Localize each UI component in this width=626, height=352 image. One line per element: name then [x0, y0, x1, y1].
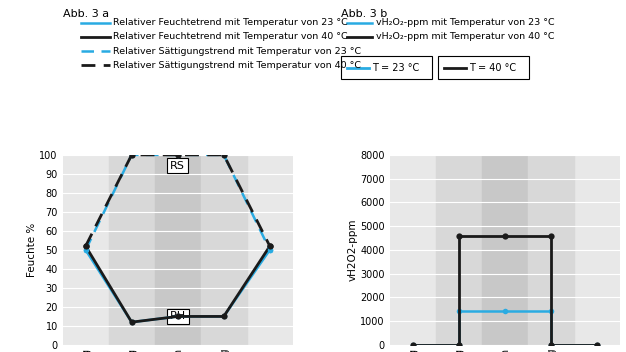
Bar	[528, 155, 573, 345]
Bar	[109, 155, 155, 345]
Text: Relativer Feuchtetrend mit Temperatur von 40 °C: Relativer Feuchtetrend mit Temperatur vo…	[113, 32, 347, 42]
Text: Abb. 3 a: Abb. 3 a	[63, 9, 109, 19]
Bar	[155, 155, 201, 345]
Text: Abb. 3 b: Abb. 3 b	[341, 9, 387, 19]
Y-axis label: vH2O2-ppm: vH2O2-ppm	[347, 219, 357, 281]
Text: Relativer Sättigungstrend mit Temperatur von 40 °C: Relativer Sättigungstrend mit Temperatur…	[113, 61, 361, 70]
Text: vH₂O₂-ppm mit Temperatur von 40 °C: vH₂O₂-ppm mit Temperatur von 40 °C	[376, 32, 554, 42]
Bar	[436, 155, 481, 345]
Text: vH₂O₂-ppm mit Temperatur von 23 °C: vH₂O₂-ppm mit Temperatur von 23 °C	[376, 18, 554, 27]
Text: T = 23 °C: T = 23 °C	[372, 63, 419, 73]
Bar	[201, 155, 247, 345]
Text: T = 40 °C: T = 40 °C	[470, 63, 516, 73]
Text: Relativer Sättigungstrend mit Temperatur von 23 °C: Relativer Sättigungstrend mit Temperatur…	[113, 46, 361, 56]
Y-axis label: Feuchte %: Feuchte %	[26, 223, 36, 277]
Bar	[481, 155, 528, 345]
Text: RH: RH	[170, 312, 186, 321]
Text: Relativer Feuchtetrend mit Temperatur von 23 °C: Relativer Feuchtetrend mit Temperatur vo…	[113, 18, 347, 27]
Text: RS: RS	[170, 161, 185, 171]
